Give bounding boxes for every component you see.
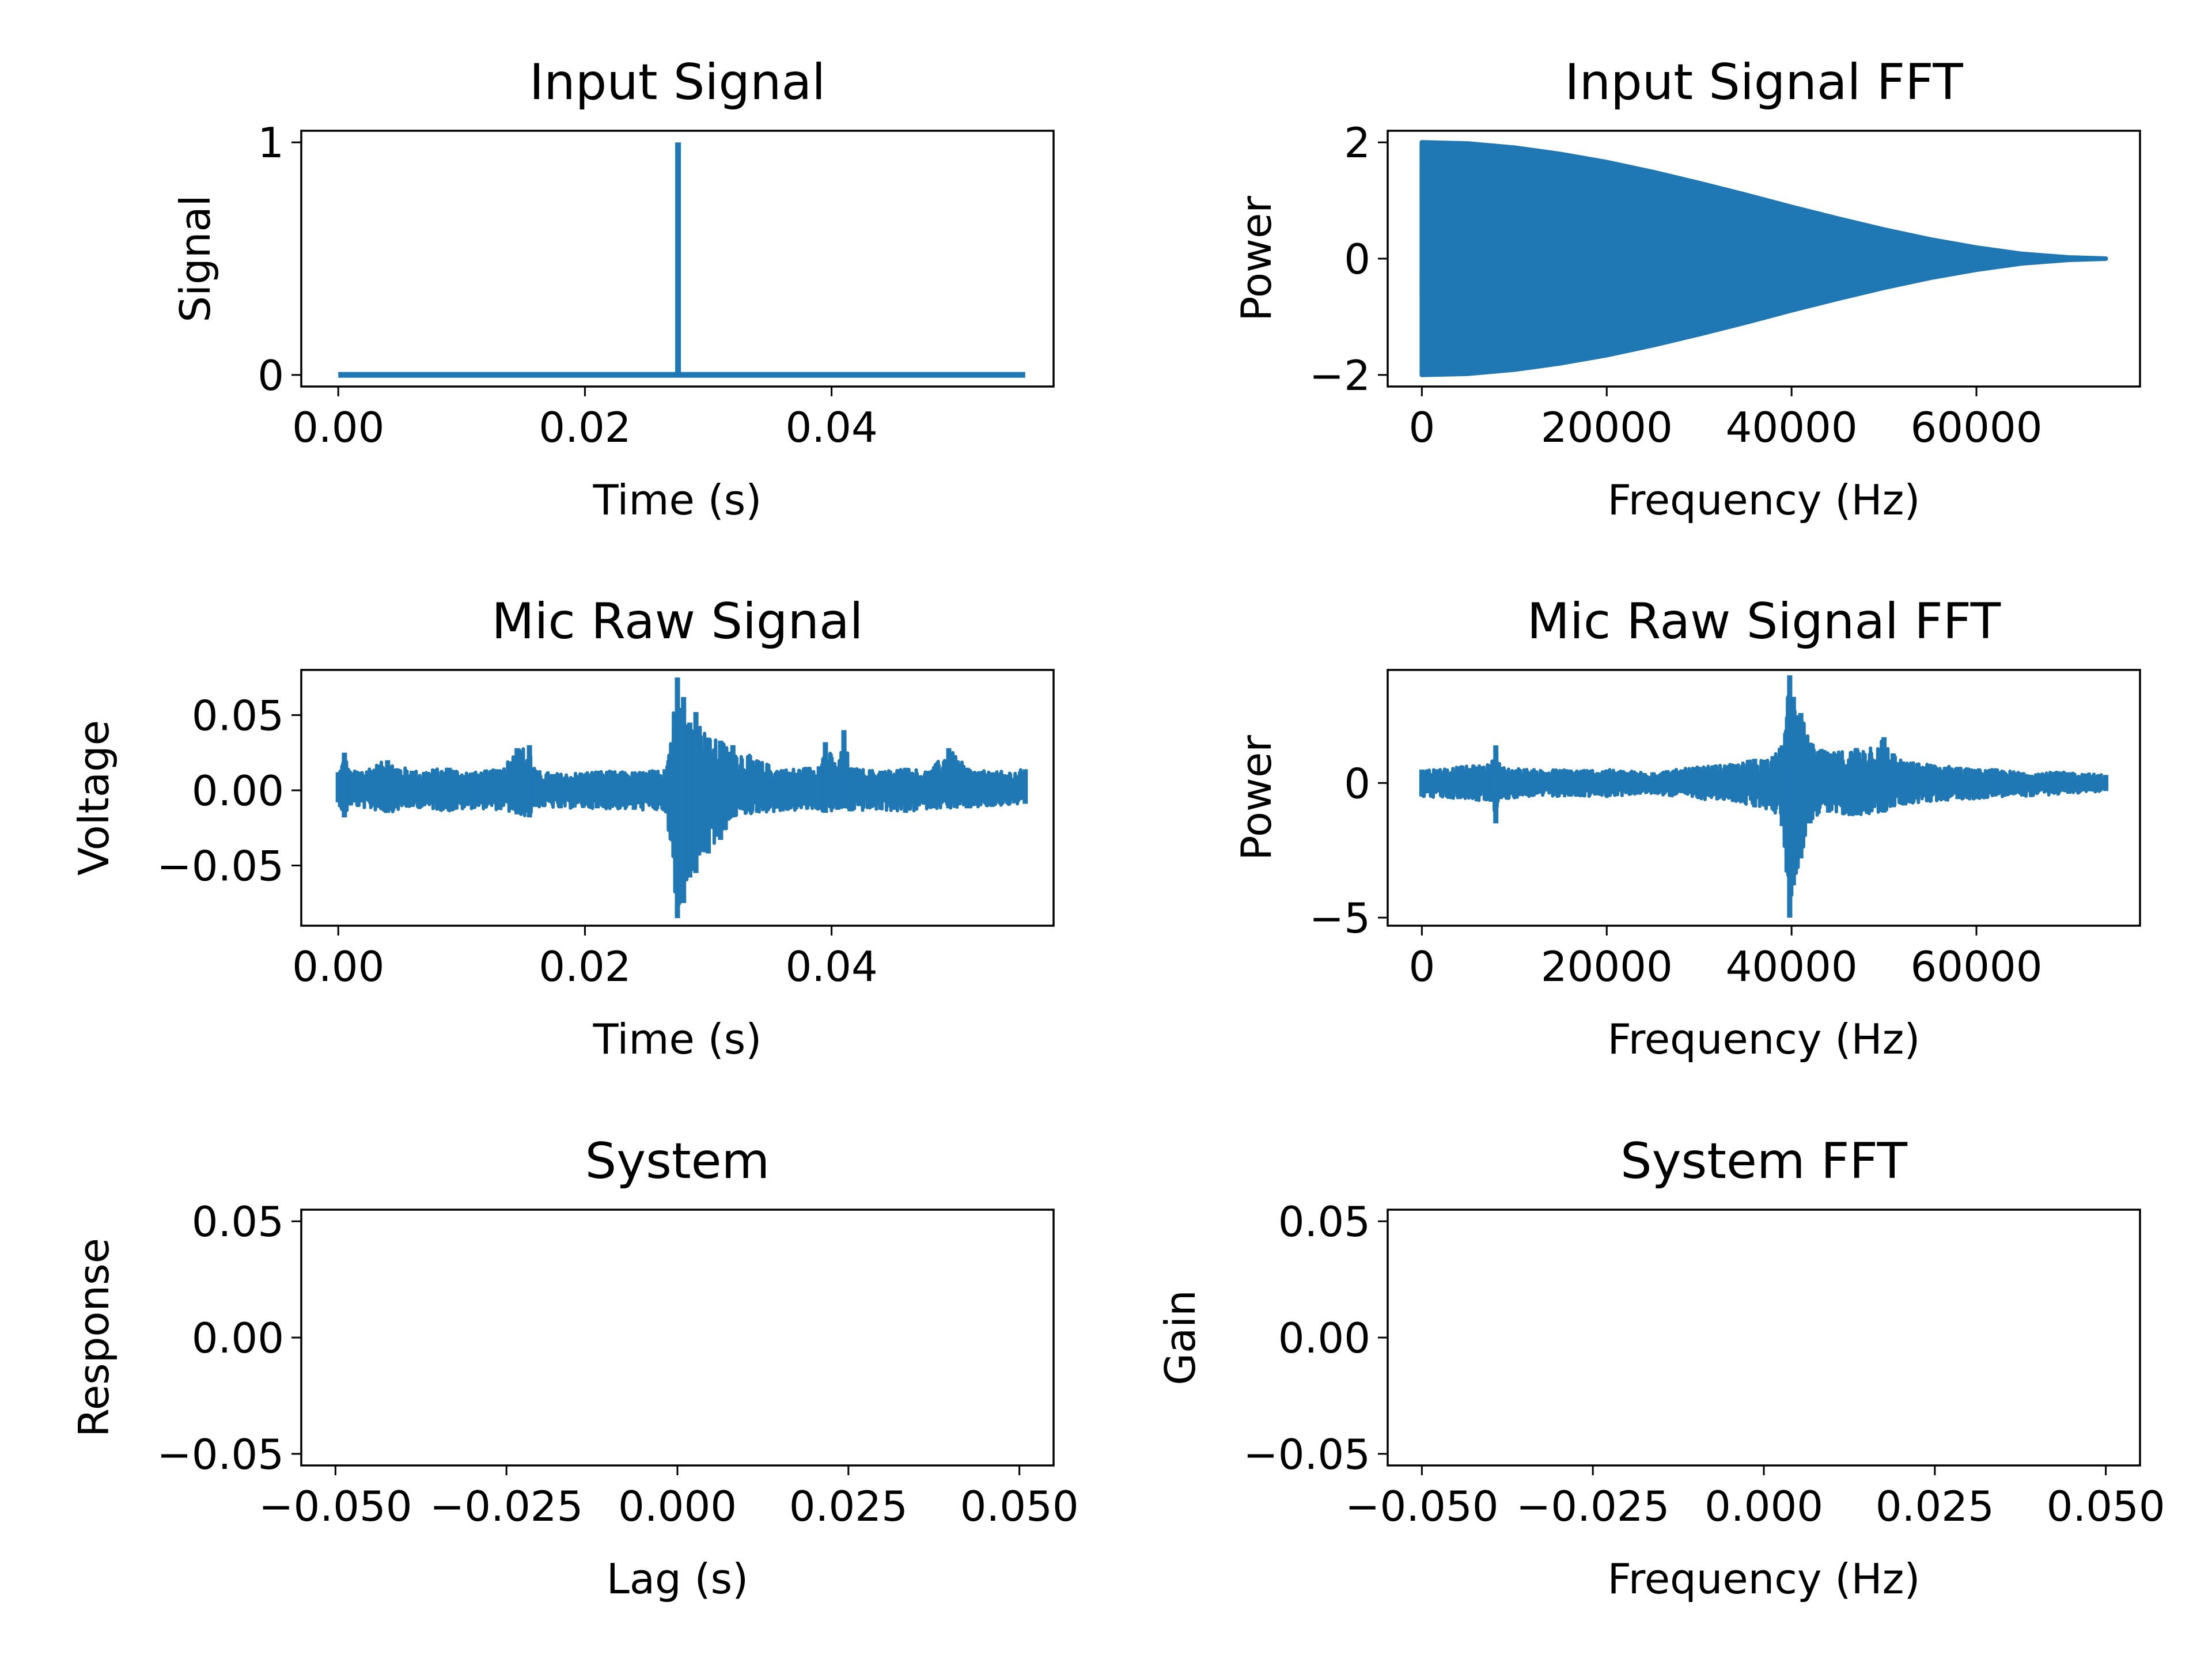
input-signal-panel: 0.00 0.02 0.04 0 1 Input Signal Time (s) Signal xyxy=(171,54,1055,524)
input-signal-axes-frame xyxy=(300,130,1055,388)
system-fft-ylabel: Gain xyxy=(1156,1290,1205,1385)
mic-raw-signal-fft-ytick-label: −5 xyxy=(1309,894,1370,942)
system-ylabel: Response xyxy=(70,1238,118,1437)
system-panel: −0.050 −0.025 0.000 0.025 0.050 −0.05 0.00 0.05… xyxy=(70,1132,1079,1603)
system-fft-xtick-label: 0.025 xyxy=(1876,1482,1994,1531)
mic-raw-signal-xlabel: Time (s) xyxy=(593,1015,762,1063)
mic-raw-signal-xtick-label: 0.04 xyxy=(785,942,877,991)
system-fft-xtick-label: −0.050 xyxy=(1345,1482,1498,1531)
input-signal-fft-series-fill xyxy=(1419,140,2108,377)
mic-raw-signal-fft-series-peaks xyxy=(1419,675,2109,918)
system-fft-xtick-label: 0.050 xyxy=(2047,1482,2165,1531)
input-signal-fft-xtick-label: 20000 xyxy=(1541,403,1673,452)
system-fft-xlabel: Frequency (Hz) xyxy=(1608,1555,1921,1603)
input-signal-ytick-label: 0 xyxy=(257,351,284,400)
mic-raw-signal-ylabel: Voltage xyxy=(70,720,118,876)
input-signal-fft-ytick-label: 0 xyxy=(1344,235,1370,283)
mic-raw-signal-fft-xtick-label: 60000 xyxy=(1910,942,2042,991)
mic-raw-signal-fft-xlabel: Frequency (Hz) xyxy=(1608,1015,1921,1063)
mic-raw-signal-fft-panel: 0 20000 40000 60000 −5 0 Mic Raw Signal FFT Fre… xyxy=(1232,593,2141,1063)
mic-raw-signal-panel: 0.00 0.02 0.04 −0.05 0.00 0.05 Mic Raw Signal T… xyxy=(70,593,1055,1063)
system-ytick-label: −0.05 xyxy=(157,1430,284,1479)
system-xtick-label: 0.025 xyxy=(789,1482,908,1531)
input-signal-title: Input Signal xyxy=(529,54,825,111)
mic-raw-signal-ytick-label: 0.05 xyxy=(192,691,284,740)
system-fft-ytick-label: 0.05 xyxy=(1278,1198,1370,1246)
system-fft-ytick-label: 0.00 xyxy=(1278,1314,1370,1362)
input-signal-fft-ytick-label: 2 xyxy=(1344,119,1370,167)
input-signal-xlabel: Time (s) xyxy=(593,476,762,524)
system-title: System xyxy=(585,1132,770,1190)
mic-raw-signal-fft-plot-area xyxy=(1419,675,2109,918)
input-signal-xtick-label: 0.00 xyxy=(292,403,384,452)
system-xtick-label: −0.050 xyxy=(259,1482,412,1531)
input-signal-fft-ytick-label: −2 xyxy=(1309,351,1370,400)
input-signal-fft-plot-area xyxy=(1419,140,2108,377)
mic-raw-signal-series-peaks xyxy=(335,677,1028,918)
input-signal-fft-xtick-label: 0 xyxy=(1408,403,1435,452)
input-signal-ylabel: Signal xyxy=(171,195,219,322)
system-xtick-label: −0.025 xyxy=(430,1482,583,1531)
mic-raw-signal-xtick-label: 0.00 xyxy=(292,942,384,991)
mic-raw-signal-plot-area xyxy=(335,677,1028,918)
mic-raw-signal-xtick-label: 0.02 xyxy=(539,942,631,991)
mic-raw-signal-fft-title: Mic Raw Signal FFT xyxy=(1527,593,2001,650)
mic-raw-signal-fft-series-line xyxy=(1420,694,2108,897)
input-signal-plot-area xyxy=(338,142,1025,378)
input-signal-series-line xyxy=(338,142,1025,378)
system-xlabel: Lag (s) xyxy=(607,1555,749,1603)
input-signal-xtick-label: 0.04 xyxy=(785,403,877,452)
input-signal-ytick-label: 1 xyxy=(257,119,284,167)
system-ytick-label: 0.05 xyxy=(192,1198,284,1246)
system-fft-ytick-label: −0.05 xyxy=(1243,1430,1370,1479)
system-fft-title: System FFT xyxy=(1620,1132,1907,1190)
input-signal-fft-xtick-label: 60000 xyxy=(1910,403,2042,452)
mic-raw-signal-ytick-label: −0.05 xyxy=(157,842,284,891)
mic-raw-signal-fft-xtick-label: 0 xyxy=(1408,942,1435,991)
mic-raw-signal-fft-xtick-label: 40000 xyxy=(1726,942,1858,991)
mic-raw-signal-fft-xtick-label: 20000 xyxy=(1541,942,1673,991)
mic-raw-signal-axes-frame xyxy=(300,669,1055,927)
mic-raw-signal-fft-axes-frame xyxy=(1387,669,2141,927)
mic-raw-signal-fft-ylabel: Power xyxy=(1232,735,1281,861)
input-signal-fft-xlabel: Frequency (Hz) xyxy=(1608,476,1921,524)
input-signal-fft-panel: 0 20000 40000 60000 −2 0 2 Input Signal FFT Freq… xyxy=(1232,54,2141,524)
input-signal-xtick-label: 0.02 xyxy=(539,403,631,452)
system-fft-panel: −0.050 −0.025 0.000 0.025 0.050 −0.05 0.00 0.05… xyxy=(1156,1132,2165,1603)
mic-raw-signal-fft-ytick-label: 0 xyxy=(1344,759,1370,808)
mic-raw-signal-ytick-label: 0.00 xyxy=(192,767,284,815)
input-signal-fft-xtick-label: 40000 xyxy=(1726,403,1858,452)
system-fft-xtick-label: 0.000 xyxy=(1705,1482,1823,1531)
system-ytick-label: 0.00 xyxy=(192,1314,284,1362)
mic-raw-signal-title: Mic Raw Signal xyxy=(491,593,863,650)
system-xtick-label: 0.050 xyxy=(960,1482,1079,1531)
system-xtick-label: 0.000 xyxy=(618,1482,737,1531)
input-signal-fft-ylabel: Power xyxy=(1232,196,1281,321)
input-signal-fft-title: Input Signal FFT xyxy=(1565,54,1963,111)
system-fft-xtick-label: −0.025 xyxy=(1516,1482,1669,1531)
